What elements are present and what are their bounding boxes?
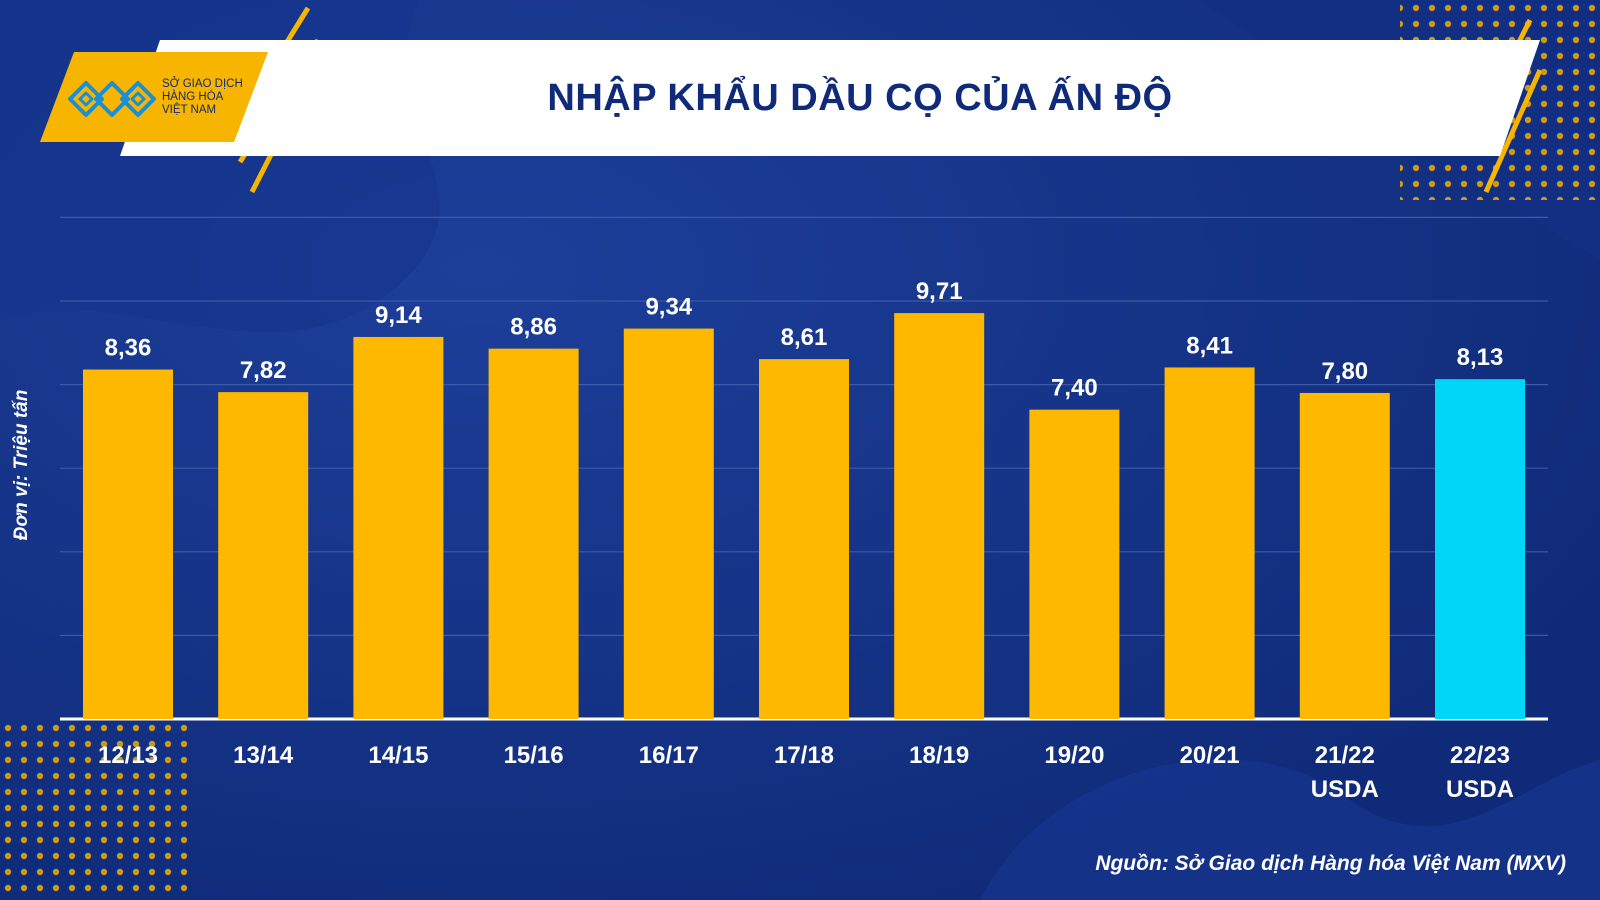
bar (759, 359, 849, 719)
x-tick-label: 16/17 (639, 742, 699, 769)
data-label: 9,71 (916, 278, 963, 305)
x-tick-label: 13/14 (233, 742, 294, 769)
bar (1164, 367, 1255, 719)
x-tick-label: 12/13 (98, 742, 158, 769)
bar (1435, 379, 1525, 719)
y-axis-label: Đơn vị: Triệu tấn (11, 389, 32, 541)
x-tick-label: 17/18 (774, 742, 834, 769)
data-label: 8,86 (510, 314, 557, 341)
data-label: 8,36 (105, 335, 152, 362)
data-label: 8,61 (781, 324, 828, 351)
bar (353, 336, 444, 719)
title-banner (120, 40, 1540, 156)
bar (894, 313, 985, 719)
data-label: 8,41 (1186, 332, 1233, 359)
bar (218, 392, 309, 719)
data-label: 8,13 (1457, 344, 1504, 371)
logo-line-1: SỞ GIAO DỊCH (162, 78, 243, 90)
source-note: Nguồn: Sở Giao dịch Hàng hóa Việt Nam (M… (1095, 852, 1566, 875)
x-tick-label: 18/19 (909, 742, 969, 769)
bar (488, 348, 579, 719)
chart-title: NHẬP KHẨU DẦU CỌ CỦA ẤN ĐỘ (547, 76, 1173, 119)
data-label: 9,14 (375, 302, 422, 329)
data-label: 7,82 (240, 357, 287, 384)
x-tick-label: 22/23 USDA (1446, 742, 1514, 803)
x-tick-label: 19/20 (1044, 742, 1104, 769)
bar (83, 369, 173, 719)
x-tick-label: 20/21 (1180, 742, 1240, 769)
x-tick-label: 21/22 USDA (1311, 742, 1379, 803)
bar (1029, 409, 1120, 719)
logo-line-3: VIỆT NAM (162, 104, 217, 116)
x-tick-label: 14/15 (368, 742, 428, 769)
bar (623, 328, 714, 719)
bar (1299, 392, 1390, 719)
x-tick-label: 15/16 (504, 742, 564, 769)
logo-line-2: HÀNG HÓA (162, 91, 224, 103)
logo-text: SỞ GIAO DỊCH HÀNG HÓA VIỆT NAM (162, 78, 272, 117)
data-label: 7,40 (1051, 375, 1098, 402)
data-label: 7,80 (1321, 358, 1368, 385)
data-label: 9,34 (645, 294, 692, 321)
mxv-logo-icon (68, 81, 156, 117)
